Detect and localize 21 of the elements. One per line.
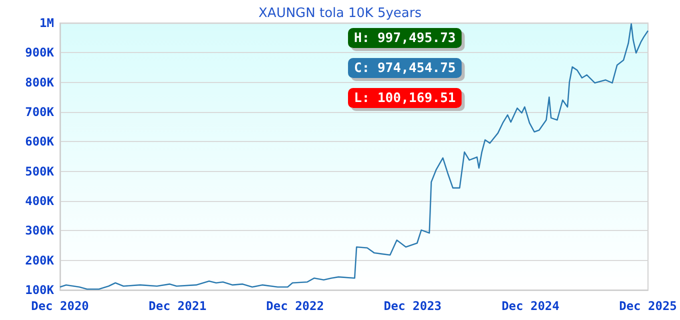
y-tick-label: 800K [25, 75, 55, 90]
x-tick-label: Dec 2022 [266, 299, 324, 313]
chart-title: XAUNGN tola 10K 5years [258, 6, 422, 21]
annotation: L: 100,169.51 [354, 91, 456, 106]
x-tick-label: Dec 2025 [619, 299, 677, 313]
y-tick-label: 300K [25, 224, 55, 238]
y-tick-label: 200K [25, 253, 55, 268]
y-tick-label: 600K [25, 134, 55, 149]
line-series [59, 23, 649, 290]
y-tick-label: 100K [25, 283, 55, 297]
annotation: H: 997,495.73 [354, 31, 456, 46]
y-tick-label: 700K [25, 105, 55, 119]
y-tick-label: 500K [25, 164, 55, 178]
annotation: C: 974,454.75 [354, 61, 456, 76]
x-tick-label: Dec 2021 [148, 299, 206, 313]
x-tick-label: Dec 2020 [31, 299, 89, 313]
y-tick-label: 900K [25, 46, 55, 60]
y-tick-label: 1M [40, 16, 54, 30]
y-tick-label: 400K [25, 194, 55, 208]
x-tick-label: Dec 2023 [384, 299, 442, 313]
x-tick-label: Dec 2024 [502, 299, 560, 313]
